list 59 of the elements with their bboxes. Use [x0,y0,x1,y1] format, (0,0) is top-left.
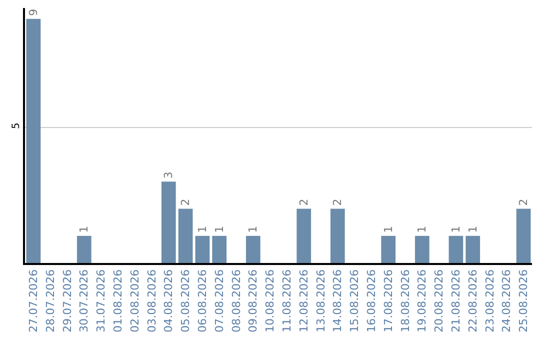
x-tick-label: 23.08.2026 [483,269,496,332]
x-tick-label: 15.08.2026 [348,269,362,332]
bar [76,236,92,263]
x-tick-label: 20.08.2026 [432,269,446,332]
x-tick-label: 28.07.2026 [44,269,57,332]
x-tick-label: 02.08.2026 [128,269,142,332]
data-label: 1 [449,226,462,233]
data-label: 1 [416,226,429,233]
bar [448,236,464,263]
bar [161,182,176,263]
y-tick-label: 5 [11,122,22,130]
x-tick-label: 25.08.2026 [517,269,530,332]
x-tick-label: 14.08.2026 [331,269,344,332]
data-label: 1 [246,226,260,233]
bar [296,208,312,263]
x-tick-label: 19.08.2026 [416,269,429,332]
data-label: 1 [78,226,91,233]
bar [212,236,227,263]
x-tick-label: 24.08.2026 [500,269,514,332]
x-tick-label: 05.08.2026 [179,269,192,332]
data-label: 1 [196,226,209,233]
data-label: 1 [466,226,480,233]
data-label: 9 [26,8,40,16]
x-tick-label: 30.07.2026 [78,269,91,332]
x-tick-label: 21.08.2026 [450,269,463,332]
data-label: 2 [517,198,530,206]
x-tick-label: 27.07.2026 [27,269,40,332]
bar [195,236,210,263]
x-tick-label: 12.08.2026 [297,269,310,332]
data-label: 2 [297,198,310,206]
x-tick-label: 16.08.2026 [365,269,378,332]
bar [178,208,193,263]
x-tick-label: 01.08.2026 [112,269,125,332]
x-tick-label: 04.08.2026 [162,269,176,332]
bar [414,236,430,263]
data-label: 2 [179,198,192,206]
data-label: 1 [212,226,226,233]
data-label: 3 [162,172,176,179]
bar [246,236,260,263]
x-tick-label: 18.08.2026 [398,269,412,332]
bar [516,208,531,263]
x-tick-label: 13.08.2026 [314,269,328,332]
x-tick-label: 22.08.2026 [466,269,480,332]
x-tick-label: 10.08.2026 [264,269,277,332]
x-tick-label: 08.08.2026 [230,269,243,332]
x-tick-label: 09.08.2026 [246,269,260,332]
x-tick-label: 07.08.2026 [212,269,226,332]
data-label: 1 [382,226,395,233]
x-tick-label: 17.08.2026 [382,269,395,332]
bar [330,208,345,263]
x-tick-label: 31.07.2026 [94,269,108,332]
bar [381,236,396,263]
bar [466,236,480,263]
x-tick-label: 03.08.2026 [145,269,158,332]
x-tick-label: 06.08.2026 [196,269,210,332]
x-tick-label: 29.07.2026 [60,269,74,332]
bar [26,18,41,263]
x-tick-label: 11.08.2026 [280,269,294,332]
data-label: 2 [331,198,344,206]
